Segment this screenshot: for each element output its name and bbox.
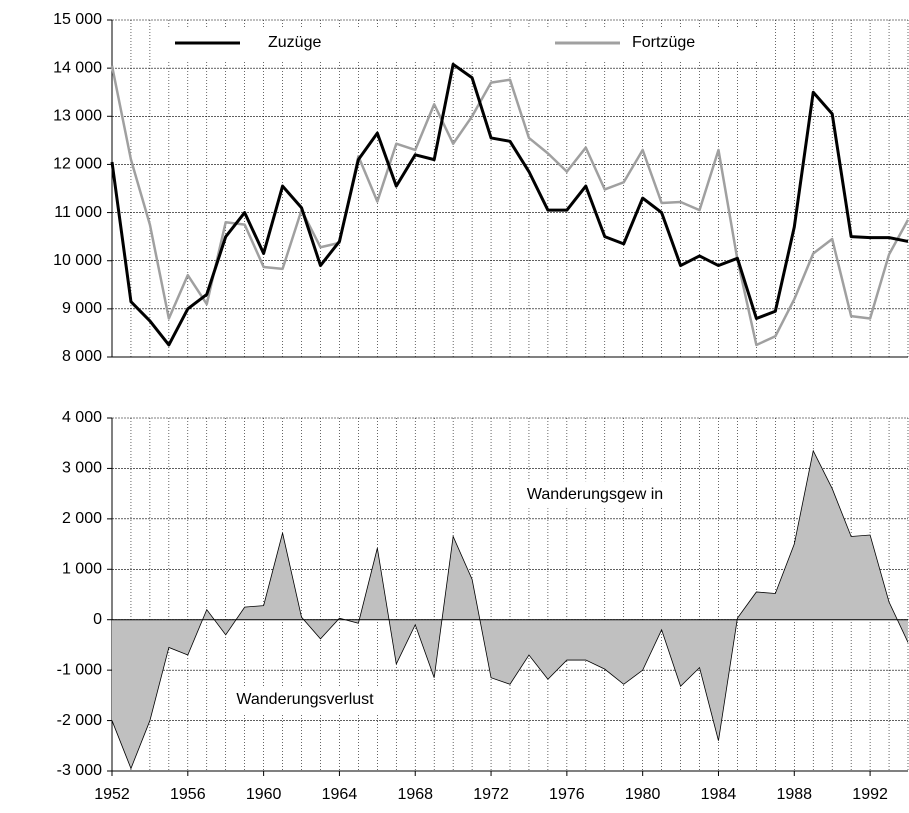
series-line bbox=[110, 62, 909, 347]
y-tick-label: 9 000 bbox=[62, 300, 102, 317]
y-tick-label: 15 000 bbox=[53, 11, 102, 28]
y-tick-label: 8 000 bbox=[62, 348, 102, 365]
y-tick-label: 14 000 bbox=[53, 59, 102, 76]
x-tick-label: 1968 bbox=[397, 786, 433, 803]
legend-label: Fortzüge bbox=[632, 34, 695, 51]
y-tick-label: 3 000 bbox=[62, 460, 102, 477]
y-tick-label: 4 000 bbox=[62, 409, 102, 426]
annotation: Wanderungsverlust bbox=[236, 691, 374, 708]
legend-label: Zuzüge bbox=[268, 34, 321, 51]
y-tick-label: -3 000 bbox=[57, 762, 102, 779]
x-tick-label: 1984 bbox=[701, 786, 737, 803]
x-tick-label: 1972 bbox=[473, 786, 509, 803]
x-tick-label: 1992 bbox=[852, 786, 888, 803]
series-line bbox=[110, 65, 909, 347]
y-tick-label: 0 bbox=[93, 611, 102, 628]
x-tick-label: 1952 bbox=[94, 786, 130, 803]
annotation-background bbox=[228, 686, 383, 714]
legend-background bbox=[160, 28, 760, 60]
annotation: Wanderungsgew in bbox=[527, 486, 663, 503]
y-tick-label: -1 000 bbox=[57, 661, 102, 678]
x-tick-label: 1980 bbox=[625, 786, 661, 803]
y-tick-label: 11 000 bbox=[54, 204, 102, 221]
x-tick-label: 1988 bbox=[776, 786, 812, 803]
x-tick-label: 1976 bbox=[549, 786, 585, 803]
x-tick-label: 1964 bbox=[322, 786, 358, 803]
annotation-background bbox=[518, 481, 672, 509]
x-tick-label: 1956 bbox=[170, 786, 206, 803]
y-tick-label: -2 000 bbox=[57, 712, 102, 729]
area bbox=[112, 450, 908, 769]
y-tick-label: 12 000 bbox=[53, 156, 102, 173]
y-tick-label: 2 000 bbox=[62, 510, 102, 527]
y-tick-label: 13 000 bbox=[53, 108, 102, 125]
area-line bbox=[111, 449, 909, 770]
y-tick-label: 1 000 bbox=[62, 561, 102, 578]
y-tick-label: 10 000 bbox=[53, 252, 102, 269]
x-tick-label: 1960 bbox=[246, 786, 282, 803]
